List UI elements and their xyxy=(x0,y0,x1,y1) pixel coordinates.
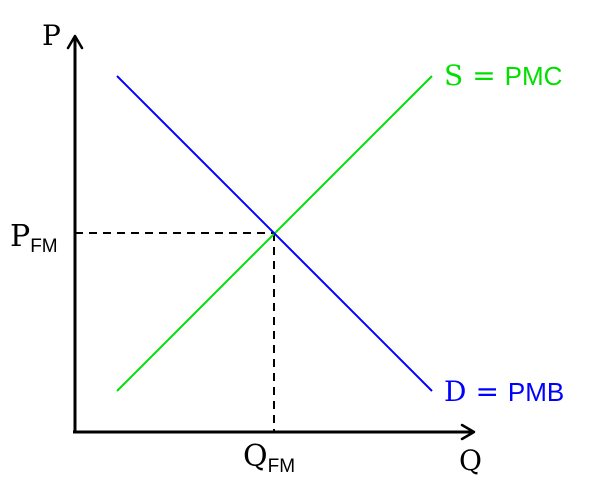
y-axis-label: P xyxy=(42,19,61,52)
supply-equals: = xyxy=(472,59,495,92)
supply-curve-label: S = PMC xyxy=(444,59,562,92)
equilibrium-price-label: PFM xyxy=(10,219,58,257)
demand-curve xyxy=(116,75,433,392)
equilibrium-quantity-main: Q xyxy=(243,439,268,474)
demand-curve-label: D = PMB xyxy=(444,375,564,408)
x-axis-arrowhead xyxy=(460,423,476,441)
demand-equals: = xyxy=(475,375,498,408)
equilibrium-quantity-subscript: FM xyxy=(268,456,295,477)
supply-name: PMC xyxy=(505,61,563,91)
demand-symbol: D xyxy=(444,375,466,408)
supply-symbol: S xyxy=(444,59,463,92)
equilibrium-quantity-label: QFM xyxy=(243,439,295,477)
y-axis-arrowhead xyxy=(66,34,84,50)
x-axis-label: Q xyxy=(459,444,482,477)
equilibrium-price-subscript: FM xyxy=(30,236,57,257)
equilibrium-price-main: P xyxy=(10,219,30,254)
demand-name: PMB xyxy=(508,377,564,407)
